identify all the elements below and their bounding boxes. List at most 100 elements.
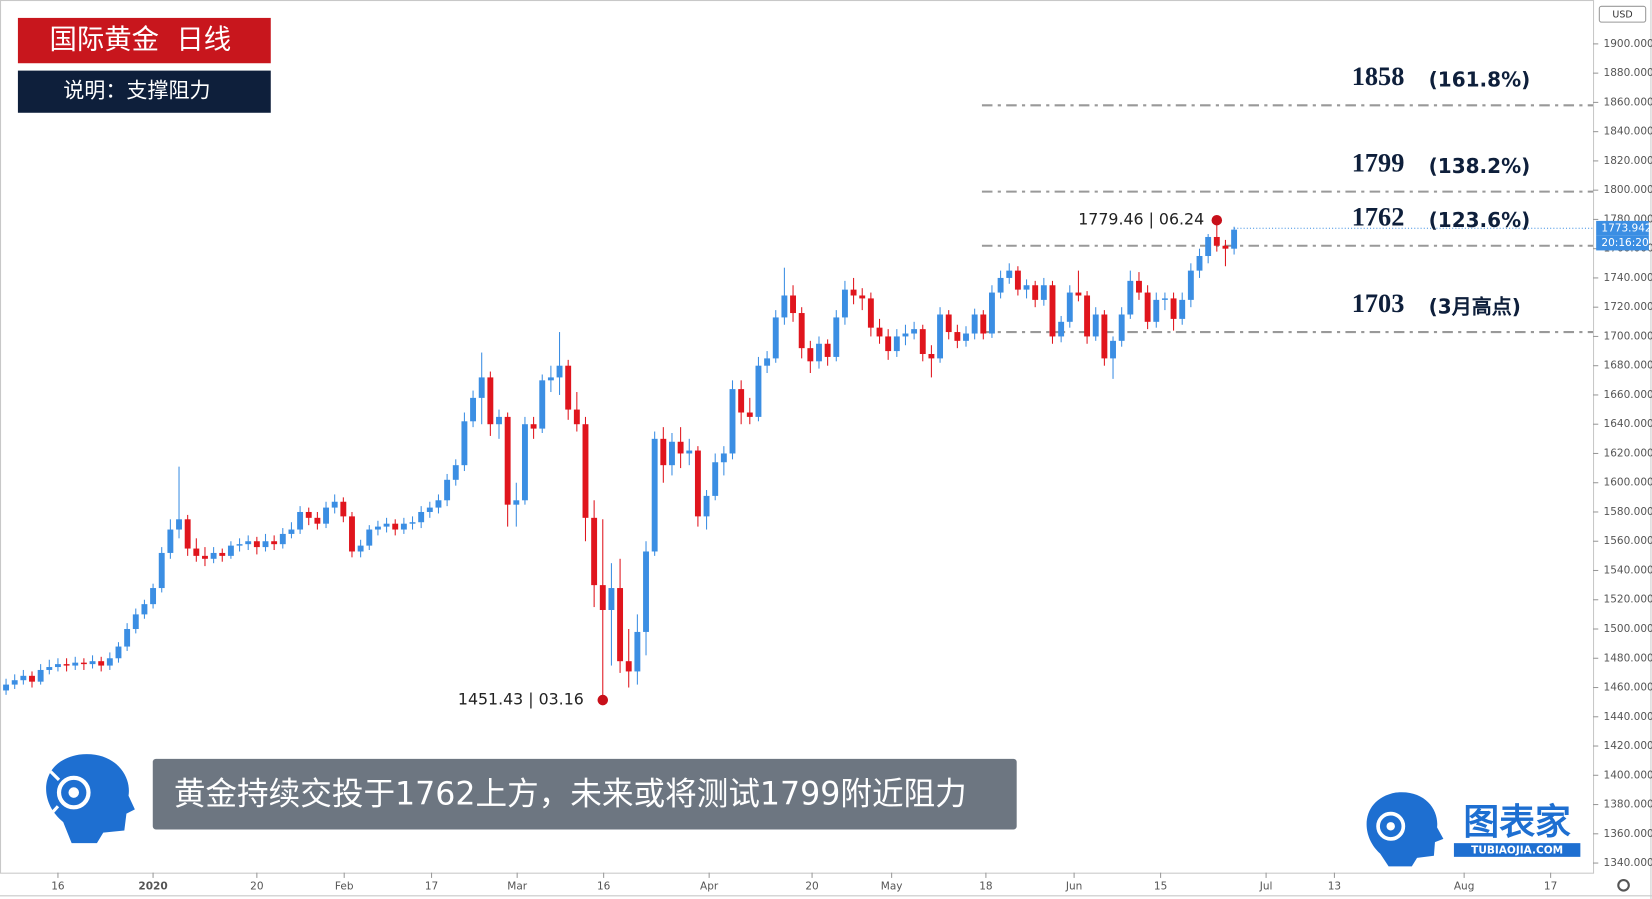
candle-body [1101, 314, 1108, 359]
y-tick-label: 1400.000 [1604, 769, 1652, 781]
y-tick-label: 1380.000 [1604, 799, 1652, 811]
candle-body [98, 661, 105, 666]
candle-body [521, 424, 528, 501]
y-tick-label: 1880.000 [1604, 67, 1652, 79]
candle-body [1006, 270, 1013, 278]
y-tick-label: 1700.000 [1604, 330, 1652, 342]
candle-body [184, 519, 191, 549]
candle-body [772, 317, 779, 359]
candle-body [288, 529, 295, 534]
candle-body [1187, 270, 1194, 300]
candle-body [1213, 236, 1220, 246]
candle-body [530, 424, 537, 429]
presenter-icon [46, 754, 135, 844]
candle-body [418, 511, 425, 523]
candle-body [349, 516, 355, 552]
candle-body [89, 661, 96, 665]
candle-body [971, 314, 978, 334]
candle-body [20, 675, 27, 681]
candle-body [582, 424, 589, 518]
candle-body [608, 588, 615, 610]
candle-body [193, 548, 200, 556]
candle-body [1075, 292, 1082, 296]
candle-body [513, 500, 520, 505]
candle-body [669, 441, 675, 466]
x-tick-label: 15 [1154, 880, 1167, 892]
candle-body [1161, 298, 1168, 300]
candle-body [937, 314, 944, 359]
chart-subtitle: 说明：支撑阻力 [63, 78, 210, 103]
candle-body [470, 397, 477, 422]
y-tick-label: 1560.000 [1604, 535, 1652, 547]
candle-body [573, 409, 580, 425]
watermark-icon [1366, 792, 1444, 867]
y-tick-label: 1620.000 [1604, 447, 1652, 459]
y-tick-label: 1480.000 [1604, 652, 1652, 664]
y-tick-label: 1800.000 [1604, 184, 1652, 196]
candle-body [210, 552, 217, 559]
marks-layer [3, 104, 1593, 706]
candle-body [253, 541, 260, 548]
candle-body [547, 377, 554, 381]
candle-body [720, 453, 727, 463]
candle-body [1179, 299, 1186, 319]
candle-body [132, 614, 139, 630]
candle-body [1153, 299, 1160, 322]
y-tick-label: 1600.000 [1604, 477, 1652, 489]
candle-body [738, 389, 745, 413]
x-tick-label: 17 [1544, 880, 1557, 892]
candle-body [202, 555, 208, 559]
candle-body [461, 421, 468, 466]
y-tick-label: 1340.000 [1604, 857, 1652, 869]
candle-body [1023, 285, 1030, 290]
candle-body [115, 646, 122, 659]
y-tick-label: 1660.000 [1604, 389, 1652, 401]
candle-body [1127, 280, 1134, 315]
candle-body [599, 585, 606, 610]
candle-body [124, 629, 131, 647]
candle-body [876, 327, 883, 337]
candle-body [859, 295, 866, 299]
candle-body [167, 529, 174, 553]
candle-body [219, 552, 226, 556]
x-tick-label: Mar [507, 880, 528, 892]
level-value: 1762 [1352, 202, 1405, 231]
x-tick-label: Jul [1259, 880, 1273, 892]
candle-body [271, 541, 278, 545]
watermark-bar [1453, 843, 1581, 857]
settings-icon[interactable] [1617, 878, 1630, 892]
candle-body [833, 317, 840, 357]
candle-body [893, 336, 900, 352]
candle-body [902, 333, 909, 337]
candle-body [46, 667, 53, 670]
candle-body [556, 365, 563, 378]
title-box [17, 17, 271, 64]
candle-body [478, 377, 485, 398]
candle-body [1110, 340, 1116, 359]
y-tick-label: 1460.000 [1604, 682, 1652, 694]
candle-body [988, 292, 995, 334]
y-tick-label: 1420.000 [1604, 740, 1652, 752]
x-tick-label: 17 [425, 880, 438, 892]
x-tick-label: Feb [335, 880, 354, 892]
candle-body [712, 462, 719, 496]
candle-body [694, 450, 701, 517]
candle-body [1205, 236, 1212, 256]
candle-body [11, 680, 18, 685]
candle-body [409, 522, 416, 524]
y-tick-label: 1640.000 [1604, 418, 1652, 430]
candle-body [297, 511, 304, 530]
candle-body [755, 365, 762, 417]
candle-body [591, 517, 598, 586]
candle-body [37, 669, 44, 682]
candle-body [1118, 314, 1125, 341]
currency: USD [1612, 9, 1632, 20]
candle-body [1136, 280, 1142, 293]
y-tick-label: 1740.000 [1604, 272, 1652, 284]
candle-body [150, 588, 157, 605]
candle-body [504, 416, 511, 505]
subtitle-box [17, 70, 271, 113]
y-tick-label: 1540.000 [1604, 564, 1652, 576]
